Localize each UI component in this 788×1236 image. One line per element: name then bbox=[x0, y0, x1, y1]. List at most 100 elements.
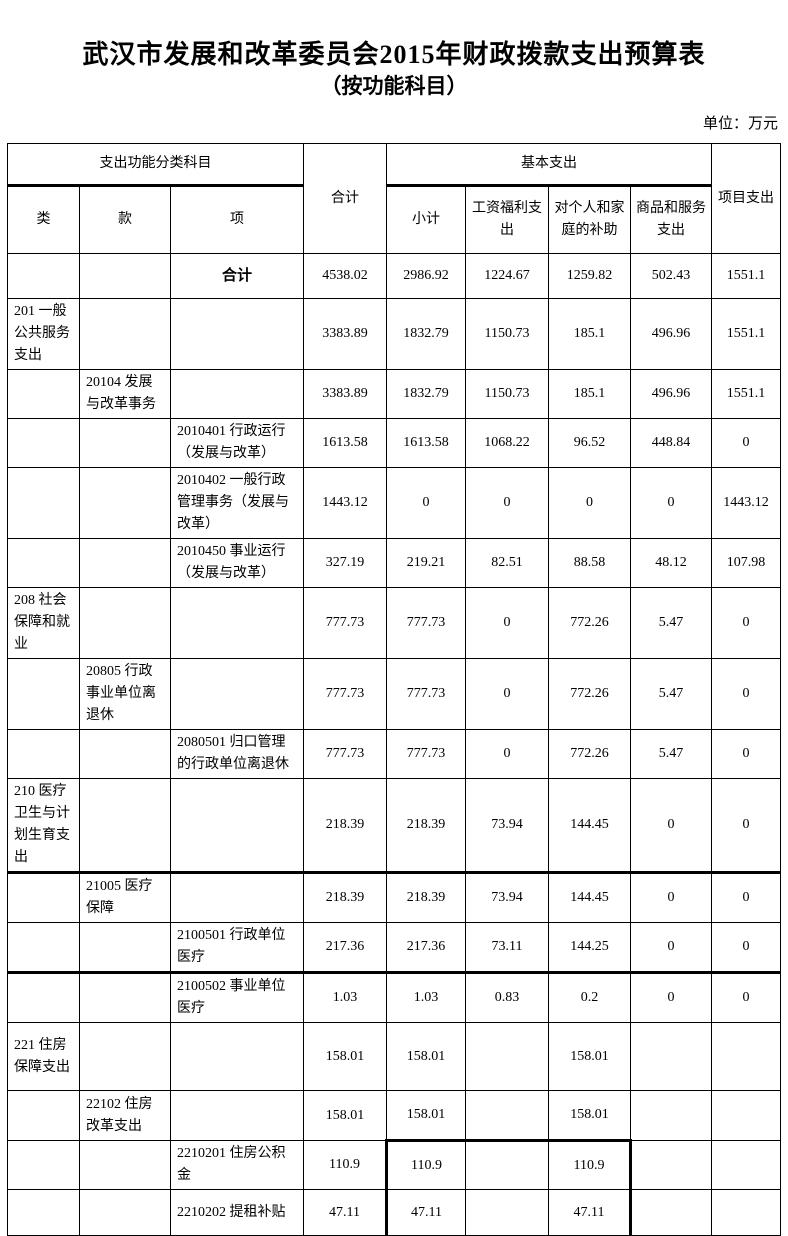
table-cell: 144.45 bbox=[548, 871, 632, 923]
table-cell: 1832.79 bbox=[386, 369, 467, 419]
table-cell: 219.21 bbox=[386, 538, 467, 588]
table-cell: 110.9 bbox=[548, 1139, 633, 1190]
table-cell: 158.01 bbox=[386, 1022, 467, 1091]
table-cell: 158.01 bbox=[548, 1090, 632, 1141]
table-cell: 0 bbox=[711, 871, 782, 923]
table-cell: 2010402 一般行政管理事务（发展与改革） bbox=[169, 467, 305, 539]
header-cell: 支出功能分类科目 bbox=[6, 143, 305, 187]
table-cell: 0 bbox=[630, 467, 713, 539]
table-cell: 158.01 bbox=[548, 1022, 632, 1091]
table-cell: 2986.92 bbox=[386, 253, 467, 299]
table-cell bbox=[630, 1140, 713, 1190]
table-cell bbox=[630, 1022, 713, 1091]
table-cell: 0 bbox=[711, 587, 782, 659]
table-cell: 217.36 bbox=[303, 922, 388, 973]
table-cell bbox=[79, 418, 171, 468]
table-cell: 0 bbox=[711, 658, 782, 730]
table-cell: 2010450 事业运行（发展与改革） bbox=[169, 538, 305, 588]
table-cell bbox=[169, 871, 305, 923]
table-cell bbox=[169, 587, 305, 659]
table-cell: 144.45 bbox=[548, 778, 632, 873]
table-cell: 208 社会保障和就业 bbox=[7, 587, 80, 659]
table-cell bbox=[7, 1140, 80, 1190]
table-cell: 1.03 bbox=[303, 971, 388, 1023]
table-cell bbox=[169, 1090, 305, 1141]
table-row: 208 社会保障和就业 777.73 777.73 0 772.26 5.47 0 bbox=[7, 587, 782, 659]
table-cell bbox=[7, 253, 80, 299]
table-cell: 0 bbox=[465, 658, 550, 730]
header-row: 类款项 小计 工资福利支出 对个人和家庭的补助 商品和服务支出 bbox=[7, 185, 781, 254]
header-cell: 工资福利支出 bbox=[465, 185, 550, 254]
table-row: 201 一般公共服务支出 3383.89 1832.79 1150.73 185.1 49… bbox=[7, 298, 782, 370]
table-cell: 48.12 bbox=[630, 538, 713, 588]
table-cell: 5.47 bbox=[630, 658, 713, 730]
table-cell: 0 bbox=[465, 587, 550, 659]
table-cell bbox=[711, 1090, 782, 1141]
table-row: 2010450 事业运行（发展与改革） 327.19 219.21 82.51 88.5… bbox=[7, 538, 782, 588]
table-cell bbox=[465, 1189, 550, 1236]
table-cell bbox=[79, 253, 171, 299]
table-cell: 1551.1 bbox=[711, 369, 782, 419]
table-cell: 777.73 bbox=[303, 729, 388, 779]
table-cell bbox=[7, 871, 80, 923]
table-row: 2080501 归口管理的行政单位离退休 777.73 777.73 0 772.26 5… bbox=[7, 729, 782, 779]
table-cell: 0.2 bbox=[548, 971, 632, 1023]
table-cell: 2210201 住房公积金 bbox=[169, 1140, 305, 1190]
table-cell: 1832.79 bbox=[386, 298, 467, 370]
table-cell: 185.1 bbox=[548, 369, 632, 419]
table-row: 2210202 提租补贴 47.11 47.11 47.11 bbox=[7, 1189, 782, 1236]
table-cell: 2100501 行政单位医疗 bbox=[169, 922, 305, 973]
table-cell: 1259.82 bbox=[548, 253, 632, 299]
table-cell bbox=[79, 1022, 171, 1091]
table-cell: 772.26 bbox=[548, 658, 632, 730]
table-cell: 5.47 bbox=[630, 587, 713, 659]
table-cell: 1068.22 bbox=[465, 418, 550, 468]
table-row: 20805 行政事业单位离退休 777.73 777.73 0 772.26 5.47 0 bbox=[7, 658, 782, 730]
table-cell bbox=[7, 369, 80, 419]
table-cell: 502.43 bbox=[630, 253, 713, 299]
table-cell: 0 bbox=[630, 971, 713, 1023]
table-cell: 20805 行政事业单位离退休 bbox=[79, 658, 171, 730]
table-cell: 3383.89 bbox=[303, 369, 388, 419]
table-cell bbox=[7, 418, 80, 468]
table-cell bbox=[711, 1022, 782, 1091]
table-cell: 217.36 bbox=[386, 922, 467, 973]
table-cell: 0 bbox=[630, 871, 713, 923]
table-row: 2210201 住房公积金 110.9 110.9 110.9 bbox=[7, 1139, 782, 1190]
header-cell: 基本支出 bbox=[386, 143, 713, 187]
table-cell bbox=[79, 1189, 171, 1236]
table-cell bbox=[465, 1090, 550, 1141]
table-row: 2100501 行政单位医疗 217.36 217.36 73.11 144.25 0 0 bbox=[7, 922, 782, 973]
table-cell: 158.01 bbox=[303, 1022, 388, 1091]
table-cell: 777.73 bbox=[386, 658, 467, 730]
table-cell: 2010401 行政运行（发展与改革） bbox=[169, 418, 305, 468]
table-cell: 221 住房保障支出 bbox=[7, 1022, 80, 1091]
table-cell bbox=[630, 1090, 713, 1141]
table-cell bbox=[465, 1139, 550, 1190]
table-cell bbox=[7, 1189, 80, 1236]
table-cell bbox=[169, 1022, 305, 1091]
table-cell: 110.9 bbox=[303, 1140, 388, 1190]
table-cell: 0 bbox=[465, 467, 550, 539]
table-cell: 158.01 bbox=[303, 1090, 388, 1141]
table-row: 20104 发展与改革事务 3383.89 1832.79 1150.73 185.1 4… bbox=[7, 369, 782, 419]
table-cell: 88.58 bbox=[548, 538, 632, 588]
table-cell: 0 bbox=[465, 729, 550, 779]
table-cell: 1551.1 bbox=[711, 298, 782, 370]
table-cell bbox=[79, 298, 171, 370]
table-cell bbox=[169, 369, 305, 419]
table-body: 合计 4538.02 2986.92 1224.67 1259.82 502.43 1551… bbox=[7, 253, 782, 1236]
table-cell: 448.84 bbox=[630, 418, 713, 468]
table-cell bbox=[79, 729, 171, 779]
table-cell bbox=[169, 658, 305, 730]
table-cell: 73.94 bbox=[465, 778, 550, 873]
table-cell: 47.11 bbox=[303, 1189, 388, 1236]
table-cell: 0 bbox=[630, 922, 713, 973]
header-cell: 项目支出 bbox=[711, 143, 782, 254]
table-cell bbox=[169, 298, 305, 370]
table-cell: 772.26 bbox=[548, 587, 632, 659]
table-row: 2100502 事业单位医疗 1.03 1.03 0.83 0.2 0 0 bbox=[7, 971, 782, 1023]
table-cell: 82.51 bbox=[465, 538, 550, 588]
table-cell: 496.96 bbox=[630, 298, 713, 370]
table-cell: 327.19 bbox=[303, 538, 388, 588]
